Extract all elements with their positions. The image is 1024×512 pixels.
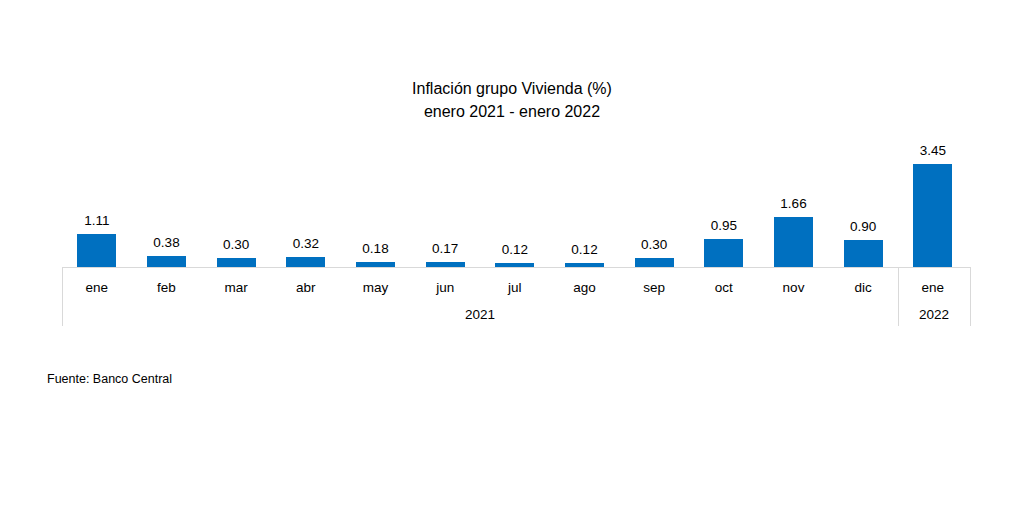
year-label-2021: 2021 bbox=[465, 307, 495, 323]
bar-feb-2021 bbox=[147, 256, 186, 267]
bar-value-label-feb-2021: 0.38 bbox=[153, 235, 179, 251]
month-label-dic-2021: dic bbox=[855, 280, 872, 296]
month-label-ago-2021: ago bbox=[573, 280, 596, 296]
month-label-mar-2021: mar bbox=[225, 280, 248, 296]
bar-abr-2021 bbox=[286, 257, 325, 267]
bar-value-label-sep-2021: 0.30 bbox=[641, 237, 667, 253]
axis-separator bbox=[970, 267, 971, 326]
bar-value-label-ene-2021: 1.11 bbox=[84, 213, 109, 229]
bar-jun-2021 bbox=[426, 262, 465, 267]
year-label-2022: 2022 bbox=[919, 307, 949, 323]
chart-canvas: Inflación grupo Vivienda (%) enero 2021 … bbox=[0, 0, 1024, 512]
bar-oct-2021 bbox=[704, 239, 743, 267]
bar-may-2021 bbox=[356, 262, 395, 267]
bar-value-label-nov-2021: 1.66 bbox=[780, 196, 806, 212]
bar-value-label-dic-2021: 0.90 bbox=[850, 219, 876, 235]
bar-value-label-jun-2021: 0.17 bbox=[432, 241, 458, 257]
month-label-sep-2021: sep bbox=[643, 280, 665, 296]
month-label-ene-2021: ene bbox=[86, 280, 109, 296]
bar-dic-2021 bbox=[844, 240, 883, 267]
axis-separator bbox=[62, 267, 63, 326]
bar-value-label-ene-2022: 3.45 bbox=[920, 143, 946, 159]
month-label-abr-2021: abr bbox=[296, 280, 316, 296]
bar-ene-2021 bbox=[77, 234, 116, 267]
bar-nov-2021 bbox=[774, 217, 813, 267]
month-label-ene-2022: ene bbox=[922, 280, 945, 296]
month-label-jul-2021: jul bbox=[508, 280, 522, 296]
bar-mar-2021 bbox=[217, 258, 256, 267]
month-label-may-2021: may bbox=[363, 280, 389, 296]
bar-value-label-oct-2021: 0.95 bbox=[711, 218, 737, 234]
bar-sep-2021 bbox=[635, 258, 674, 267]
source-note: Fuente: Banco Central bbox=[47, 371, 172, 387]
plot-area: 1.11 ene 0.38 feb 0.30 mar 0.32 abr 0.18 may 0.17 j… bbox=[0, 0, 1024, 512]
bar-value-label-ago-2021: 0.12 bbox=[571, 242, 597, 258]
bar-ago-2021 bbox=[565, 263, 604, 267]
month-label-feb-2021: feb bbox=[157, 280, 176, 296]
month-label-jun-2021: jun bbox=[436, 280, 454, 296]
bar-value-label-abr-2021: 0.32 bbox=[293, 236, 319, 252]
bar-ene-2022 bbox=[913, 164, 952, 267]
month-label-oct-2021: oct bbox=[715, 280, 733, 296]
month-label-nov-2021: nov bbox=[783, 280, 805, 296]
bar-value-label-mar-2021: 0.30 bbox=[223, 237, 249, 253]
bar-value-label-may-2021: 0.18 bbox=[362, 241, 388, 257]
bar-value-label-jul-2021: 0.12 bbox=[502, 242, 528, 258]
bar-jul-2021 bbox=[495, 263, 534, 267]
x-axis-line bbox=[62, 267, 970, 268]
axis-separator bbox=[898, 267, 899, 326]
